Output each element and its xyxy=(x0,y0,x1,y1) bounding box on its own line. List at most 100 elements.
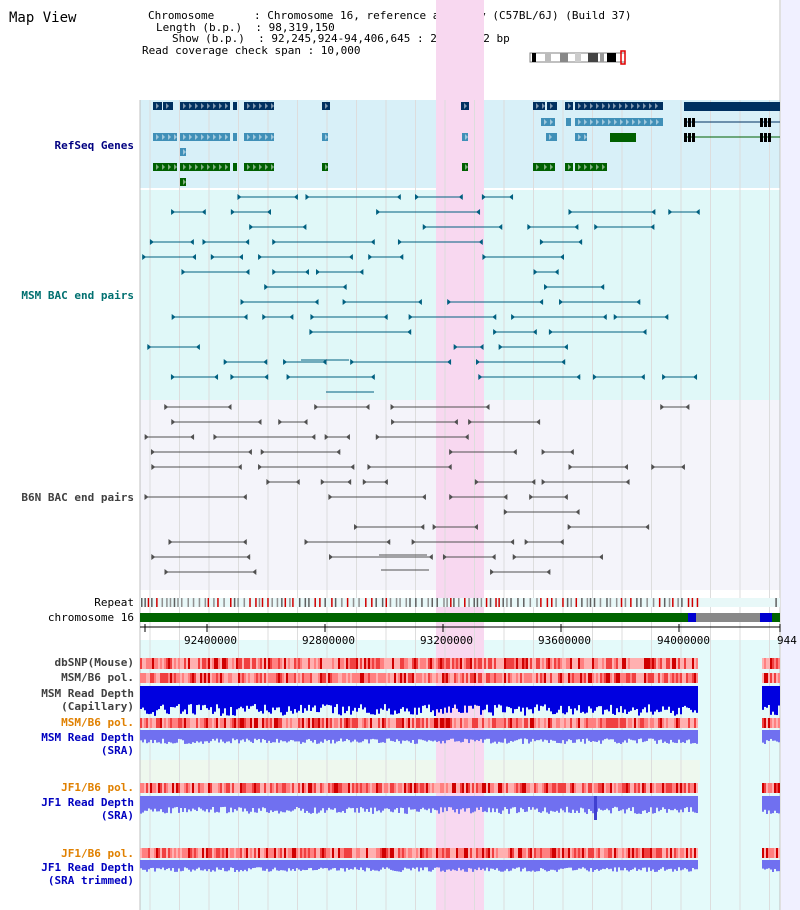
jf1-pol-strip xyxy=(374,783,376,793)
jf1-depth-trimmed-bar xyxy=(352,860,354,870)
ideogram-band xyxy=(588,53,598,62)
jf1-pol2-strip xyxy=(584,848,586,858)
jf1-depth-sra-bar xyxy=(540,796,542,813)
msm-bac-pair xyxy=(447,299,452,305)
msm-pol-strip xyxy=(200,673,202,683)
msm-pol-strip xyxy=(220,673,222,683)
jf1-depth-trimmed-bar xyxy=(158,860,160,869)
dbsnp-strip xyxy=(590,658,592,669)
jf1-pol2-strip xyxy=(772,848,774,858)
track-label-msm-depth-sra[interactable]: MSM Read Depth xyxy=(41,731,134,744)
msm-depth-sra-bar xyxy=(394,730,396,742)
dbsnp-strip xyxy=(332,658,334,669)
jf1-depth-sra-bar xyxy=(508,796,510,814)
dbsnp-strip xyxy=(348,658,350,669)
msm-depth-sra-bar xyxy=(198,730,200,743)
jf1-depth-trimmed-bar xyxy=(280,860,282,871)
track-label-jf1-depth[interactable]: JF1 Read Depth xyxy=(41,796,134,809)
jf1-pol-strip xyxy=(696,783,698,793)
jf1-depth-sra-bar xyxy=(258,796,260,809)
dbsnp-strip xyxy=(694,658,696,669)
msm-depth-capillary-bar xyxy=(418,686,420,708)
msm-depth-sra-bar xyxy=(346,730,348,739)
track-label-refseq[interactable]: RefSeq Genes xyxy=(54,139,134,152)
dbsnp-strip xyxy=(434,658,436,669)
msm-pol2-strip xyxy=(492,718,494,728)
msm-pol-strip xyxy=(274,673,276,683)
msm-pol2-strip xyxy=(216,718,218,728)
msm-pol-strip xyxy=(764,673,766,683)
msm-depth-sra-bar xyxy=(680,730,682,743)
dbsnp-strip xyxy=(266,658,268,669)
msm-depth-capillary-bar xyxy=(286,686,288,712)
jf1-depth-sra-bar xyxy=(556,796,558,811)
track-label-msm-pol[interactable]: MSM/B6 pol. xyxy=(61,671,134,684)
jf1-pol-strip xyxy=(260,783,262,793)
msm-pol-strip xyxy=(612,673,614,683)
track-label-dbsnp[interactable]: dbSNP(Mouse) xyxy=(54,656,134,669)
msm-pol-strip xyxy=(590,673,592,683)
track-label-b6n-bac[interactable]: B6N BAC end pairs xyxy=(21,491,134,504)
jf1-pol-strip xyxy=(636,783,638,793)
repeat-element xyxy=(395,598,398,607)
msm-depth-capillary-bar xyxy=(352,686,354,711)
msm-depth-capillary-bar xyxy=(350,686,352,715)
track-label-jf1-pol[interactable]: JF1/B6 pol. xyxy=(61,781,134,794)
track-label-msm-depth-cap[interactable]: MSM Read Depth xyxy=(41,687,134,700)
jf1-pol2-strip xyxy=(544,848,546,858)
jf1-depth-trimmed-bar xyxy=(294,860,296,871)
jf1-depth-sra-bar xyxy=(398,796,400,813)
jf1-depth-sra-bar xyxy=(154,796,156,809)
msm-pol-strip xyxy=(148,673,150,683)
dbsnp-strip xyxy=(532,658,534,669)
gene-strand-arrow xyxy=(656,119,659,125)
jf1-depth-trimmed-bar xyxy=(436,860,438,868)
msm-bac-pair xyxy=(264,284,269,290)
track-label-jf1-depth-trim[interactable]: JF1 Read Depth xyxy=(41,861,134,874)
msm-pol-strip xyxy=(290,673,292,683)
jf1-depth-sra-bar xyxy=(270,796,272,811)
msm-depth-capillary-bar xyxy=(154,686,156,716)
msm-pol2-strip xyxy=(484,718,486,728)
jf1-depth-trimmed-bar xyxy=(636,860,638,871)
msm-pol2-strip xyxy=(196,718,198,728)
jf1-pol2-strip xyxy=(608,848,610,858)
msm-pol2-strip xyxy=(250,718,252,728)
b6n-bac-pair xyxy=(468,419,473,425)
jf1-pol-strip xyxy=(476,783,478,793)
jf1-pol-strip xyxy=(770,783,772,793)
jf1-pol-strip xyxy=(588,783,590,793)
msm-depth-sra-bar xyxy=(288,730,290,742)
dbsnp-strip xyxy=(566,658,568,669)
jf1-pol2-strip xyxy=(538,848,540,858)
msm-pol-strip xyxy=(146,673,148,683)
jf1-depth-sra-bar xyxy=(356,796,358,809)
jf1-pol-strip xyxy=(310,783,312,793)
track-label-msm-pol2[interactable]: MSM/B6 pol. xyxy=(61,716,134,729)
dbsnp-strip xyxy=(440,658,442,669)
jf1-pol-strip xyxy=(518,783,520,793)
track-label-chromosome[interactable]: chromosome 16 xyxy=(47,611,134,624)
msm-bac-pair xyxy=(293,194,298,200)
msm-depth-capillary-bar xyxy=(162,686,164,705)
track-label-repeat[interactable]: Repeat xyxy=(94,596,134,609)
jf1-pol2-strip xyxy=(332,848,334,858)
msm-pol2-strip xyxy=(588,718,590,728)
msm-bac-pair xyxy=(563,344,568,350)
jf1-pol2-strip xyxy=(766,848,768,858)
msm-depth-sra-bar xyxy=(464,730,466,739)
msm-pol-strip xyxy=(426,673,428,683)
track-label-jf1-pol2[interactable]: JF1/B6 pol. xyxy=(61,847,134,860)
repeat-element xyxy=(399,598,401,607)
msm-depth-sra-bar xyxy=(670,730,672,740)
jf1-depth-trimmed-bar xyxy=(658,860,660,871)
msm-depth-sra-bar xyxy=(316,730,318,744)
msm-pol2-strip xyxy=(336,718,338,728)
refseq-exon xyxy=(760,133,763,142)
msm-depth-capillary-bar xyxy=(688,686,690,709)
msm-depth-capillary-bar xyxy=(310,686,312,711)
jf1-depth-sra-bar xyxy=(338,796,340,813)
track-label-msm-bac[interactable]: MSM BAC end pairs xyxy=(21,289,134,302)
jf1-pol-strip xyxy=(186,783,188,793)
